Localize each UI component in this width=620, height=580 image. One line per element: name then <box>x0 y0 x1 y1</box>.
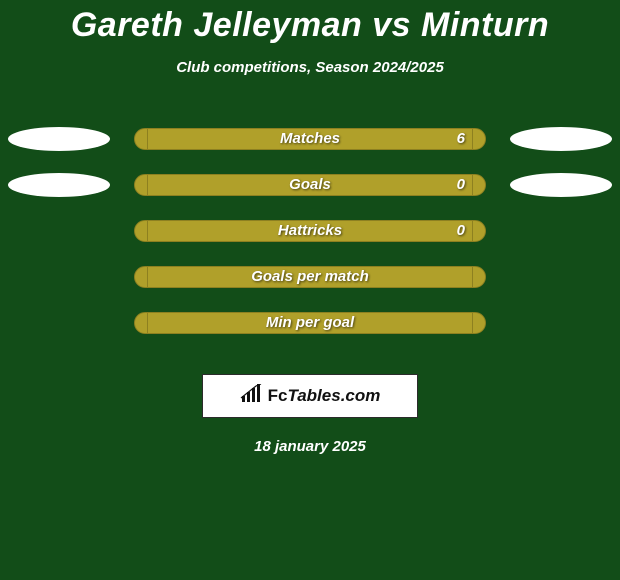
bar-cap <box>134 266 148 288</box>
stat-label: Goals <box>289 174 331 196</box>
stat-row-mpg: Min per goal <box>0 300 620 346</box>
fctables-logo: FcTables.com <box>202 374 418 418</box>
subtitle: Club competitions, Season 2024/2025 <box>0 59 620 76</box>
right-ellipse-matches <box>510 127 612 151</box>
stat-value-right: 6 <box>457 128 465 150</box>
stat-label: Hattricks <box>278 220 342 242</box>
logo-text-right: Tables.com <box>287 386 380 405</box>
bar-cap <box>134 128 148 150</box>
bar-cap <box>472 312 486 334</box>
page-title: Gareth Jelleyman vs Minturn <box>0 0 620 45</box>
bar-cap <box>134 312 148 334</box>
logo-text-left: Fc <box>268 386 288 405</box>
stats-area: Matches 6 Goals 0 Hattricks <box>0 116 620 346</box>
stat-row-gpm: Goals per match <box>0 254 620 300</box>
logo-text: FcTables.com <box>268 386 381 406</box>
bar-cap <box>134 174 148 196</box>
stat-value-right: 0 <box>457 174 465 196</box>
stat-label: Goals per match <box>251 266 369 288</box>
stat-label: Min per goal <box>266 312 354 334</box>
comparison-infographic: Gareth Jelleyman vs Minturn Club competi… <box>0 0 620 580</box>
bar-cap <box>472 174 486 196</box>
stat-label: Matches <box>280 128 340 150</box>
right-ellipse-goals <box>510 173 612 197</box>
bar-cap <box>134 220 148 242</box>
stat-value-right: 0 <box>457 220 465 242</box>
stat-row-hattricks: Hattricks 0 <box>0 208 620 254</box>
left-ellipse-matches <box>8 127 110 151</box>
bar-cap <box>472 266 486 288</box>
date-line: 18 january 2025 <box>0 438 620 455</box>
stat-row-matches: Matches 6 <box>0 116 620 162</box>
left-ellipse-goals <box>8 173 110 197</box>
bar-cap <box>472 220 486 242</box>
stat-row-goals: Goals 0 <box>0 162 620 208</box>
bar-cap <box>472 128 486 150</box>
bar-chart-icon <box>240 384 264 409</box>
